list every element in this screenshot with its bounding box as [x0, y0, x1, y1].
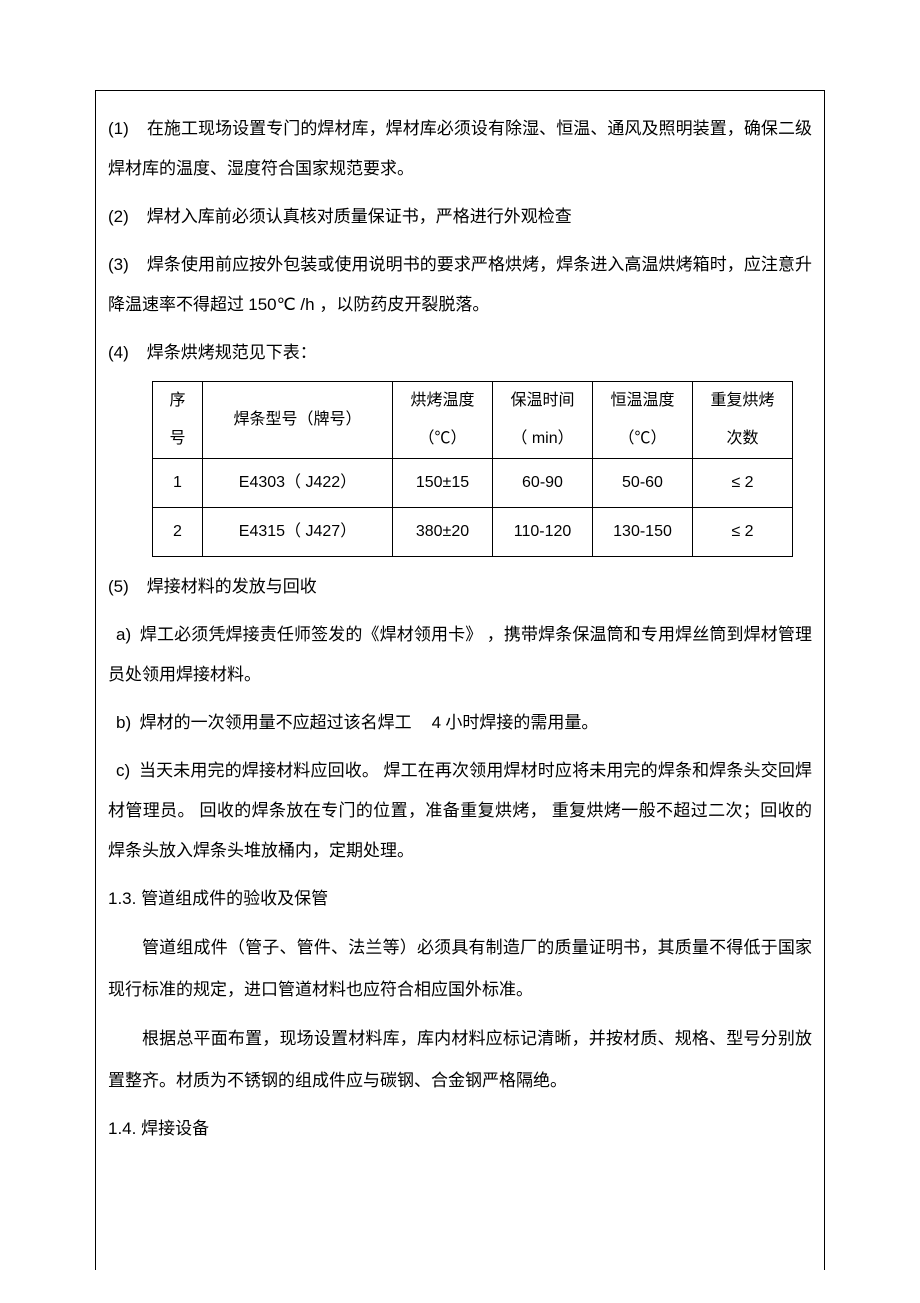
th-hold-time: 保温时间（ min）	[493, 381, 593, 459]
heading-1-4: 1.4. 焊接设备	[108, 1109, 812, 1149]
body-13a: 管道组成件（管子、管件、法兰等）必须具有制造厂的质量证明书，其质量不得低于国家现…	[108, 927, 812, 1012]
h13-text: 管道组成件的验收及保管	[141, 889, 328, 908]
cell-hold-time: 110-120	[493, 508, 593, 557]
cell-const-temp: 130-150	[593, 508, 693, 557]
cell-const-temp: 50-60	[593, 459, 693, 508]
h14-num: 1.4.	[108, 1119, 136, 1138]
page-frame: (1)在施工现场设置专门的焊材库，焊材库必须设有除湿、恒温、通风及照明装置，确保…	[95, 90, 825, 1270]
th-const-temp: 恒温温度（℃）	[593, 381, 693, 459]
table-row: 2 E4315（ J427） 380±20 110-120 130-150 ≤ …	[153, 508, 793, 557]
b-text-b: 小时焊接的需用量。	[445, 713, 598, 732]
p3-number: (3)	[108, 245, 129, 285]
cell-repeat: ≤ 2	[693, 508, 793, 557]
table-header-row: 序号 焊条型号（牌号） 烘烤温度（℃） 保温时间（ min） 恒温温度（℃） 重…	[153, 381, 793, 459]
cell-model: E4315（ J427）	[203, 508, 393, 557]
th-repeat: 重复烘烤次数	[693, 381, 793, 459]
p4-text: 焊条烘烤规范见下表：	[147, 343, 317, 362]
table-row: 1 E4303（ J422） 150±15 60-90 50-60 ≤ 2	[153, 459, 793, 508]
cell-model: E4303（ J422）	[203, 459, 393, 508]
th-seq: 序号	[153, 381, 203, 459]
h14-text: 焊接设备	[141, 1119, 209, 1138]
cell-seq: 2	[153, 508, 203, 557]
p1-number: (1)	[108, 109, 129, 149]
b-label: b)	[116, 713, 131, 732]
p5-number: (5)	[108, 567, 129, 607]
cell-bake-temp: 150±15	[393, 459, 493, 508]
th-bake-temp: 烘烤温度（℃）	[393, 381, 493, 459]
c-text: 当天未用完的焊接材料应回收。 焊工在再次领用焊材时应将未用完的焊条和焊条头交回焊…	[108, 761, 812, 860]
baking-spec-table: 序号 焊条型号（牌号） 烘烤温度（℃） 保温时间（ min） 恒温温度（℃） 重…	[152, 381, 793, 558]
paragraph-2: (2) 焊材入库前必须认真核对质量保证书，严格进行外观检查	[108, 197, 812, 237]
p3-text-b: ，以防药皮开裂脱落。	[319, 295, 489, 314]
sub-a: a) 焊工必须凭焊接责任师签发的《焊材领用卡》 ，携带焊条保温筒和专用焊丝筒到焊…	[108, 615, 812, 695]
paragraph-1: (1)在施工现场设置专门的焊材库，焊材库必须设有除湿、恒温、通风及照明装置，确保…	[108, 109, 812, 189]
p3-rate: 150℃ /h	[248, 295, 319, 314]
a-text: 焊工必须凭焊接责任师签发的《焊材领用卡》 ，携带焊条保温筒和专用焊丝筒到焊材管理…	[108, 625, 812, 684]
paragraph-4: (4) 焊条烘烤规范见下表：	[108, 333, 812, 373]
b-hours: 4	[432, 713, 441, 732]
p5-text: 焊接材料的发放与回收	[147, 577, 317, 596]
cell-bake-temp: 380±20	[393, 508, 493, 557]
body-13b: 根据总平面布置，现场设置材料库，库内材料应标记清晰，并按材质、规格、型号分别放置…	[108, 1018, 812, 1103]
th-model: 焊条型号（牌号）	[203, 381, 393, 459]
p4-number: (4)	[108, 333, 129, 373]
cell-hold-time: 60-90	[493, 459, 593, 508]
heading-1-3: 1.3. 管道组成件的验收及保管	[108, 879, 812, 919]
h13-num: 1.3.	[108, 889, 136, 908]
p1-text: 在施工现场设置专门的焊材库，焊材库必须设有除湿、恒温、通风及照明装置，确保二级焊…	[108, 119, 812, 178]
paragraph-5: (5) 焊接材料的发放与回收	[108, 567, 812, 607]
p2-text: 焊材入库前必须认真核对质量保证书，严格进行外观检查	[147, 207, 572, 226]
sub-b: b) 焊材的一次领用量不应超过该名焊工 4 小时焊接的需用量。	[108, 703, 812, 743]
a-label: a)	[116, 625, 131, 644]
paragraph-3: (3)焊条使用前应按外包装或使用说明书的要求严格烘烤，焊条进入高温烘烤箱时，应注…	[108, 245, 812, 325]
c-label: c)	[116, 761, 130, 780]
b-text-a: 焊材的一次领用量不应超过该名焊工	[140, 713, 412, 732]
p2-number: (2)	[108, 197, 129, 237]
cell-repeat: ≤ 2	[693, 459, 793, 508]
cell-seq: 1	[153, 459, 203, 508]
sub-c: c) 当天未用完的焊接材料应回收。 焊工在再次领用焊材时应将未用完的焊条和焊条头…	[108, 751, 812, 871]
